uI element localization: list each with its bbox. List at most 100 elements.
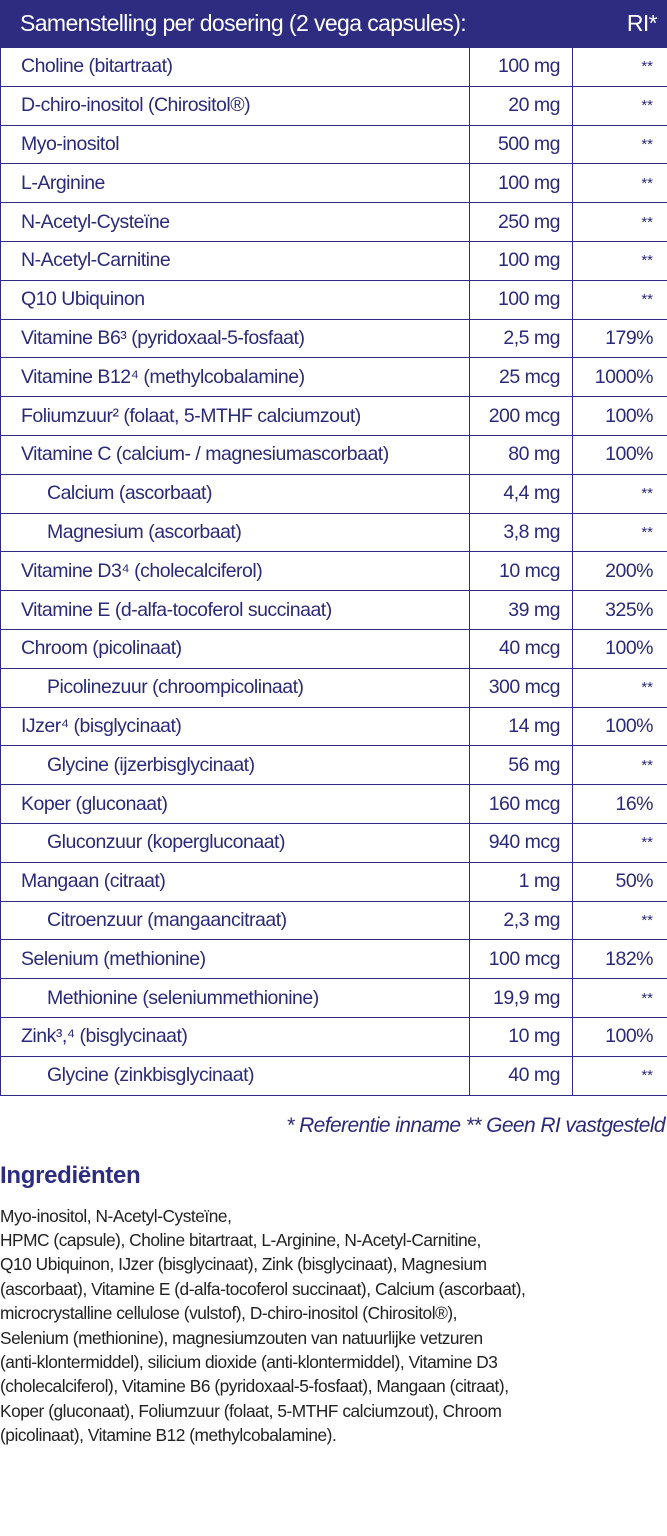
nutrient-name: Selenium (methionine) (0, 939, 470, 980)
table-row: Glycine (ijzerbisglycinaat) 56 mg ** (0, 745, 667, 786)
nutrient-ri: ** (572, 473, 667, 514)
table-row: Citroenzuur (mangaancitraat) 2,3 mg ** (0, 900, 667, 941)
table-row: N-Acetyl-Carnitine 100 mg ** (0, 240, 667, 281)
table-row: Vitamine B6³ (pyridoxaal-5-fosfaat) 2,5 m… (0, 318, 667, 359)
table-row: Gluconzuur (kopergluconaat) 940 mcg ** (0, 822, 667, 863)
nutrient-name: Citroenzuur (mangaancitraat) (0, 900, 470, 941)
nutrient-amount: 100 mcg (469, 939, 573, 980)
nutrient-ri: 200% (572, 551, 667, 592)
nutrient-amount: 4,4 mg (469, 473, 573, 514)
nutrient-ri: ** (572, 85, 667, 126)
ingredients-line: Koper (gluconaat), Foliumzuur (folaat, 5… (0, 1400, 502, 1421)
nutrient-name: Glycine (ijzerbisglycinaat) (0, 745, 470, 786)
nutrient-name: Koper (gluconaat) (0, 784, 470, 824)
table-row: IJzer⁴ (bisglycinaat) 14 mg 100% (0, 706, 667, 747)
nutrient-ri: 1000% (572, 357, 667, 398)
table-row: Zink³,⁴ (bisglycinaat) 10 mg 100% (0, 1016, 667, 1057)
nutrient-name: Vitamine B12⁴ (methylcobalamine) (0, 357, 470, 398)
nutrient-amount: 100 mg (469, 47, 573, 87)
table-row: Foliumzuur² (folaat, 5-MTHF calciumzout)… (0, 396, 667, 436)
nutrient-amount: 80 mg (469, 434, 573, 475)
nutrient-ri: 182% (572, 939, 667, 980)
composition-table-header: Samenstelling per dosering (2 vega capsu… (0, 0, 667, 47)
nutrient-amount: 2,3 mg (469, 900, 573, 941)
nutrient-amount: 19,9 mg (469, 978, 573, 1018)
ingredients-text: Myo-inositol, N-Acetyl-Cysteïne, HPMC (ca… (0, 1204, 667, 1448)
table-row: Choline (bitartraat) 100 mg ** (0, 47, 667, 87)
nutrient-ri: ** (572, 512, 667, 553)
nutrient-ri: 179% (572, 318, 667, 359)
nutrient-ri: ** (572, 279, 667, 320)
nutrient-name: Zink³,⁴ (bisglycinaat) (0, 1016, 470, 1057)
nutrient-name: N-Acetyl-Cysteïne (0, 202, 470, 242)
table-row: Magnesium (ascorbaat) 3,8 mg ** (0, 512, 667, 553)
footnote: * Referentie inname ** Geen RI vastgeste… (286, 1113, 665, 1137)
nutrient-amount: 40 mcg (469, 628, 573, 669)
nutrient-name: IJzer⁴ (bisglycinaat) (0, 706, 470, 747)
nutrient-ri: 50% (572, 861, 667, 902)
nutrient-ri: ** (572, 202, 667, 242)
table-row: Mangaan (citraat) 1 mg 50% (0, 861, 667, 902)
ingredients-line: HPMC (capsule), Choline bitartraat, L-Ar… (0, 1229, 481, 1250)
nutrient-ri: 16% (572, 784, 667, 824)
nutrient-name: Vitamine C (calcium- / magnesiumascorbaa… (0, 434, 470, 475)
nutrient-name: Myo-inositol (0, 124, 470, 165)
table-row: Selenium (methionine) 100 mcg 182% (0, 939, 667, 980)
nutrient-amount: 20 mg (469, 85, 573, 126)
nutrient-amount: 200 mcg (469, 396, 573, 436)
nutrient-name: N-Acetyl-Carnitine (0, 240, 470, 281)
ingredients-line: Selenium (methionine), magnesiumzouten v… (0, 1327, 483, 1348)
nutrient-ri: 100% (572, 628, 667, 669)
header-title: Samenstelling per dosering (2 vega capsu… (20, 10, 467, 36)
nutrient-ri: ** (572, 47, 667, 87)
nutrient-name: L-Arginine (0, 163, 470, 204)
nutrient-amount: 100 mg (469, 279, 573, 320)
nutrient-ri: ** (572, 978, 667, 1018)
ingredients-line: microcrystalline cellulose (vulstof), D-… (0, 1303, 458, 1324)
nutrient-name: D-chiro-inositol (Chirositol®) (0, 85, 470, 126)
table-row: Vitamine D3⁴ (cholecalciferol) 10 mcg 200% (0, 551, 667, 592)
nutrient-name: Picolinezuur (chroompicolinaat) (0, 667, 470, 708)
nutrient-ri: 100% (572, 396, 667, 436)
nutrient-name: Magnesium (ascorbaat) (0, 512, 470, 553)
nutrient-ri: ** (572, 163, 667, 204)
nutrient-name: Q10 Ubiquinon (0, 279, 470, 320)
table-row: Vitamine B12⁴ (methylcobalamine) 25 mcg 10… (0, 357, 667, 398)
nutrient-ri: 100% (572, 434, 667, 475)
nutrient-amount: 10 mg (469, 1016, 573, 1057)
header-ri: RI* (626, 10, 658, 36)
nutrient-ri: ** (572, 240, 667, 281)
nutrient-amount: 500 mg (469, 124, 573, 165)
nutrient-amount: 100 mg (469, 163, 573, 204)
nutrient-ri: 100% (572, 1016, 667, 1057)
ingredients-line: (anti-klontermiddel), silicium dioxide (… (0, 1351, 498, 1372)
nutrient-ri: ** (572, 124, 667, 165)
nutrient-amount: 10 mcg (469, 551, 573, 592)
nutrient-name: Glycine (zinkbisglycinaat) (0, 1055, 470, 1096)
nutrient-name: Mangaan (citraat) (0, 861, 470, 902)
table-row: Q10 Ubiquinon 100 mg ** (0, 279, 667, 320)
ingredients-line: (cholecalciferol), Vitamine B6 (pyridoxa… (0, 1376, 509, 1397)
ingredients-line: (picolinaat), Vitamine B12 (methylcobala… (0, 1425, 337, 1446)
nutrient-name: Vitamine E (d-alfa-tocoferol succinaat) (0, 590, 470, 630)
ingredients-heading: Ingrediënten (0, 1161, 141, 1189)
table-row: D-chiro-inositol (Chirositol®) 20 mg ** (0, 85, 667, 126)
table-row: N-Acetyl-Cysteïne 250 mg ** (0, 202, 667, 242)
nutrient-ri: ** (572, 822, 667, 863)
nutrient-name: Methionine (seleniummethionine) (0, 978, 470, 1018)
nutrient-amount: 160 mcg (469, 784, 573, 824)
table-row: Vitamine E (d-alfa-tocoferol succinaat) 3… (0, 590, 667, 630)
table-row: Chroom (picolinaat) 40 mcg 100% (0, 628, 667, 669)
ingredients-line: Myo-inositol, N-Acetyl-Cysteïne, (0, 1205, 232, 1226)
table-row: Koper (gluconaat) 160 mcg 16% (0, 784, 667, 824)
nutrient-amount: 14 mg (469, 706, 573, 747)
nutrient-name: Vitamine B6³ (pyridoxaal-5-fosfaat) (0, 318, 470, 359)
table-row: Glycine (zinkbisglycinaat) 40 mg ** (0, 1055, 667, 1096)
nutrient-name: Calcium (ascorbaat) (0, 473, 470, 514)
nutrient-amount: 25 mcg (469, 357, 573, 398)
nutrient-amount: 300 mcg (469, 667, 573, 708)
nutrient-ri: ** (572, 667, 667, 708)
table-row: Calcium (ascorbaat) 4,4 mg ** (0, 473, 667, 514)
nutrient-amount: 39 mg (469, 590, 573, 630)
ingredients-line: Q10 Ubiquinon, IJzer (bisglycinaat), Zin… (0, 1254, 487, 1275)
